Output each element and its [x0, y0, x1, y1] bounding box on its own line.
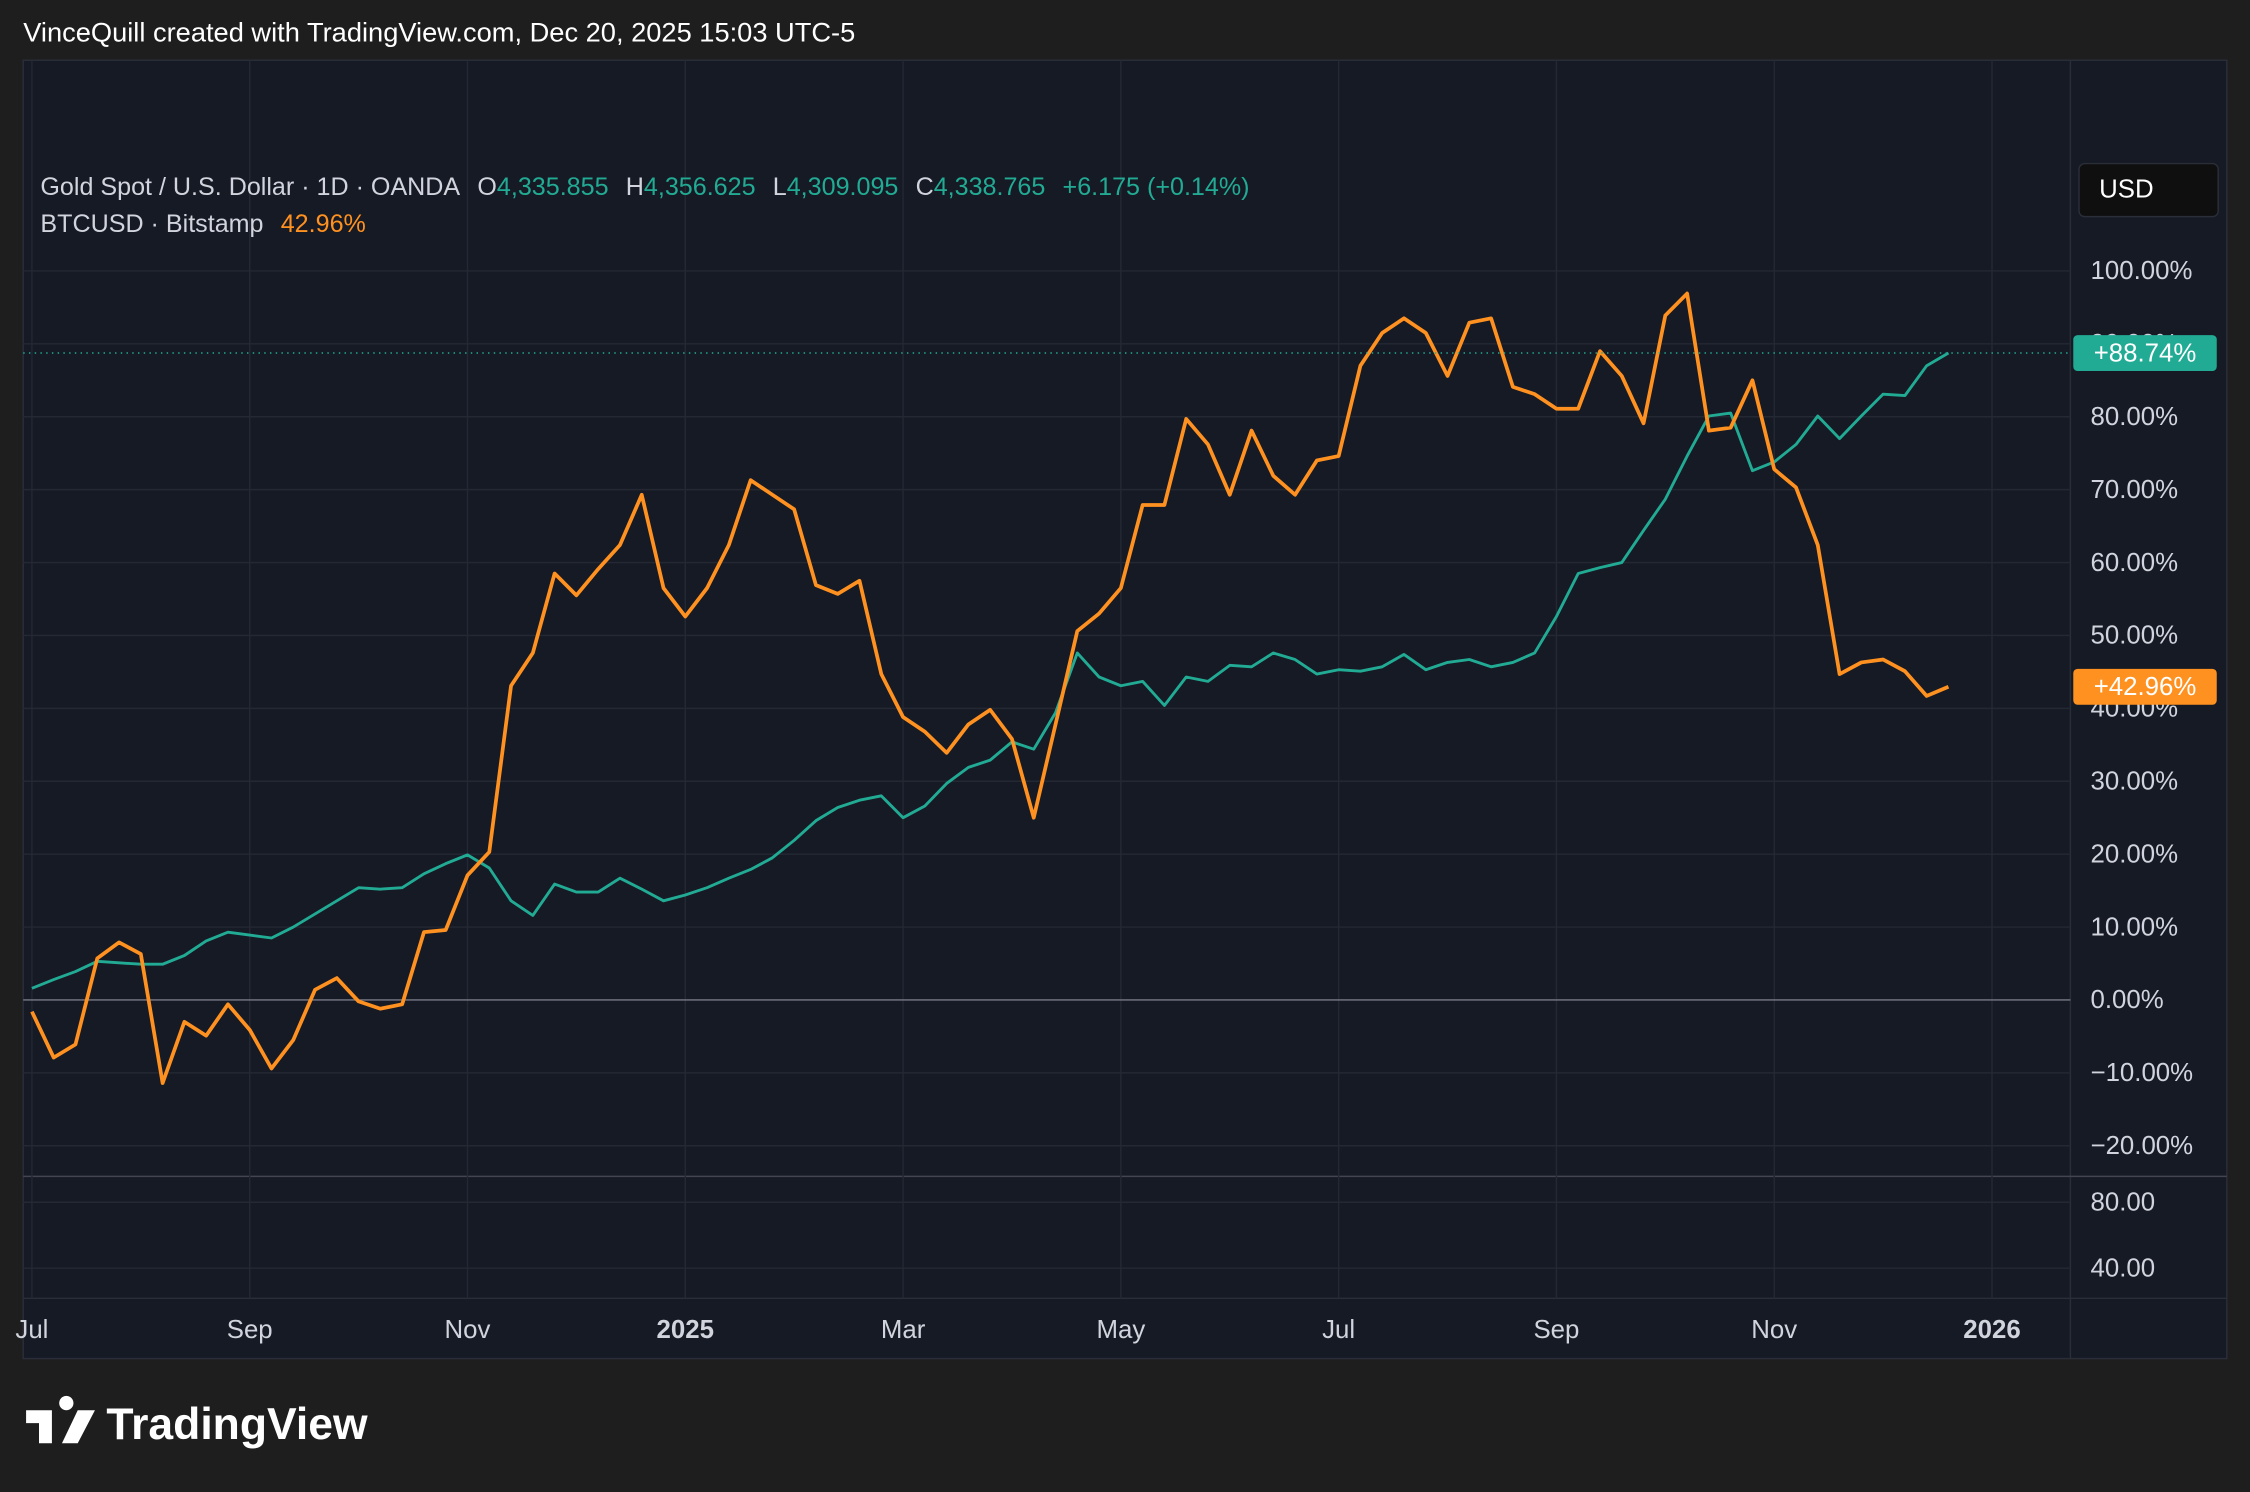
- x-tick-label: 2026: [1963, 1316, 2020, 1344]
- ohlc-value: 4,335.855: [497, 173, 609, 201]
- ohlc-value: 4,309.095: [787, 173, 899, 201]
- y-tick-label: 50.00%: [2090, 622, 2178, 650]
- compare-value: 42.96%: [281, 210, 366, 238]
- grid: [23, 60, 2071, 1299]
- ohlc-label: O: [477, 173, 497, 201]
- y-tick-label: 20.00%: [2090, 840, 2178, 868]
- x-tick-label: Jul: [15, 1316, 48, 1344]
- compare-symbol: BTCUSD · Bitstamp: [40, 210, 263, 238]
- legend-compare: BTCUSD · Bitstamp 42.96%: [40, 210, 365, 238]
- y-tick-label: 80.00: [2090, 1189, 2155, 1217]
- x-tick-label: Sep: [1533, 1316, 1579, 1344]
- legend: Gold Spot / U.S. Dollar · 1D · OANDA O4,3…: [40, 173, 1249, 201]
- series-line: [30, 291, 1950, 1085]
- brand-name: TradingView: [106, 1400, 368, 1449]
- y-tick-label: 60.00%: [2090, 549, 2178, 577]
- chart-area: [22, 59, 2228, 1360]
- x-tick-label: Sep: [227, 1316, 273, 1344]
- ohlc-change: +6.175 (+0.14%): [1063, 173, 1250, 201]
- y-tick-label: 10.00%: [2090, 913, 2178, 941]
- currency-label[interactable]: USD: [2099, 176, 2154, 204]
- ohlc-value: 4,338.765: [934, 173, 1046, 201]
- x-tick-label: Jul: [1322, 1316, 1355, 1344]
- y-tick-label: 100.00%: [2090, 257, 2192, 285]
- series-line: [31, 351, 1950, 990]
- price-tag: [2073, 335, 2217, 371]
- ohlc-value: 4,356.625: [644, 173, 756, 201]
- y-tick-label: 40.00: [2090, 1254, 2155, 1282]
- ohlc-label: H: [626, 173, 644, 201]
- x-tick-label: Nov: [1751, 1316, 1797, 1344]
- brand-logo: TradingView: [26, 1395, 368, 1449]
- plot: [23, 291, 2071, 1085]
- y-tick-label: 70.00%: [2090, 476, 2178, 504]
- price-tag: [2073, 668, 2217, 705]
- y-tick-label: −20.00%: [2090, 1132, 2193, 1160]
- price-tag-label: +88.74%: [2094, 339, 2197, 367]
- currency-button[interactable]: [2078, 162, 2219, 218]
- ohlc-label: C: [916, 173, 934, 201]
- logo-icon: [26, 1395, 95, 1444]
- x-tick-label: Nov: [445, 1316, 491, 1344]
- price-tag-label: +42.96%: [2094, 673, 2197, 701]
- y-tick-label: 30.00%: [2090, 768, 2178, 796]
- x-tick-label: Mar: [881, 1316, 926, 1344]
- y-tick-label: 80.00%: [2090, 403, 2178, 431]
- credit: VinceQuill created with TradingView.com,…: [23, 17, 855, 48]
- ohlc-label: L: [773, 173, 787, 201]
- x-tick-label: 2025: [657, 1316, 714, 1344]
- x-tick-label: May: [1096, 1316, 1145, 1344]
- legend-symbol: Gold Spot / U.S. Dollar · 1D · OANDA: [40, 173, 460, 201]
- y-tick-label: 0.00%: [2090, 986, 2163, 1014]
- y-tick-label: −10.00%: [2090, 1059, 2193, 1087]
